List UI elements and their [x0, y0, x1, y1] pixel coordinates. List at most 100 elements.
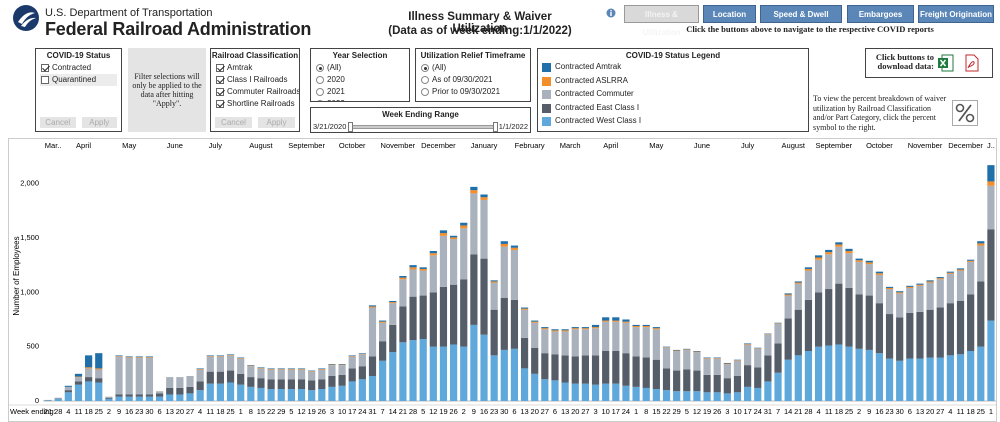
filter-option[interactable]: 2022	[315, 98, 405, 101]
filter-option[interactable]: Prior to 09/30/2021	[420, 86, 526, 98]
radio[interactable]	[316, 76, 324, 84]
x-tick-label: 24	[358, 407, 366, 416]
filter-option[interactable]: (All)	[315, 62, 405, 74]
bar-segment	[379, 322, 387, 342]
bar-segment	[683, 349, 691, 350]
legend-item: Contracted East Class I	[542, 103, 639, 113]
bar-segment	[784, 294, 792, 296]
bar-segment	[460, 279, 468, 347]
bar-segment	[520, 308, 529, 310]
bar-segment	[145, 394, 154, 397]
filter-option[interactable]: Commuter Railroads	[215, 86, 299, 98]
bar-segment	[358, 353, 366, 354]
x-tick-label: 1	[634, 407, 638, 416]
checkbox[interactable]	[216, 76, 224, 84]
agency-line1: U.S. Department of Transportation	[45, 7, 213, 19]
filter-option[interactable]: Shortline Railroads	[215, 98, 295, 110]
filter-option[interactable]: 2021	[315, 86, 405, 98]
bar-segment	[906, 358, 914, 401]
bar-segment	[875, 353, 884, 401]
bar-segment	[460, 225, 468, 229]
bar-segment	[814, 257, 823, 260]
bar-segment	[865, 262, 873, 265]
bar-segment	[64, 392, 72, 401]
bar-segment	[764, 334, 772, 356]
filter-option[interactable]: 2020	[315, 74, 405, 86]
bar-segment	[602, 351, 610, 384]
bar-segment	[946, 355, 954, 401]
bar-segment	[379, 360, 387, 401]
bar-segment	[693, 352, 701, 371]
bar-segment	[936, 279, 944, 308]
bar-segment	[936, 307, 944, 358]
radio[interactable]	[421, 64, 429, 72]
checkbox[interactable]	[216, 64, 224, 72]
checkbox[interactable]	[41, 64, 49, 72]
bar-segment	[206, 356, 214, 372]
x-tick-label: 11	[957, 407, 965, 416]
excel-icon[interactable]	[938, 54, 954, 72]
bar-segment	[226, 382, 235, 401]
filter-option[interactable]: As of 09/30/2021	[420, 74, 526, 86]
filter-option[interactable]: Amtrak	[215, 62, 295, 74]
bar-segment	[551, 330, 559, 332]
nav-button[interactable]: Location	[703, 5, 756, 23]
nav-button[interactable]: Freight Origination	[918, 5, 994, 23]
bar-segment	[490, 280, 498, 282]
month-label: September	[288, 141, 325, 150]
bar-segment	[368, 307, 377, 357]
x-tick-label: 5	[421, 407, 425, 416]
bar-segment	[338, 374, 346, 386]
filter-option[interactable]: Class I Railroads	[215, 74, 295, 86]
bar-segment	[368, 305, 377, 307]
filter-button[interactable]: Apply	[258, 117, 295, 128]
range-handle[interactable]	[348, 122, 353, 132]
bar-segment	[622, 319, 630, 322]
bar-segment	[105, 397, 113, 399]
radio[interactable]	[316, 64, 324, 72]
bar-segment	[54, 398, 62, 401]
nav-button[interactable]: Embargoes	[847, 5, 914, 23]
bar-segment	[510, 245, 519, 248]
percent-icon[interactable]	[952, 100, 978, 126]
bar-segment	[906, 287, 914, 313]
filter-button[interactable]: Cancel	[215, 117, 252, 128]
bar-segment	[115, 355, 123, 357]
radio[interactable]	[421, 76, 429, 84]
radio[interactable]	[421, 88, 429, 96]
bar-segment	[541, 379, 549, 401]
bar-segment	[470, 193, 478, 255]
x-tick-label: 13	[916, 407, 924, 416]
checkbox[interactable]	[216, 88, 224, 96]
bar-segment	[662, 390, 671, 401]
radio[interactable]	[316, 88, 324, 96]
bar-segment	[439, 286, 448, 347]
x-tick-label: 1	[239, 407, 243, 416]
legend-label: Contracted ASLRRA	[555, 75, 628, 85]
filter-option[interactable]: (All)	[420, 62, 526, 74]
filter-button[interactable]: Apply	[81, 117, 117, 128]
pdf-icon[interactable]	[964, 54, 980, 72]
bar-segment	[723, 362, 731, 364]
radio[interactable]	[316, 100, 324, 101]
bar-segment	[956, 270, 965, 301]
x-tick-label: 5	[685, 407, 689, 416]
bar-segment	[419, 268, 427, 271]
bar-segment	[733, 359, 742, 361]
nav-button[interactable]: Illness & Utilization	[624, 5, 699, 37]
filter-button[interactable]: Cancel	[40, 117, 76, 128]
bar-segment	[379, 320, 387, 322]
checkbox[interactable]	[216, 100, 224, 108]
info-icon[interactable]	[606, 8, 616, 18]
bar-segment	[531, 322, 539, 348]
filter-panel: Week Ending Range 3/21/2020 1/1/2022	[310, 107, 531, 133]
bar-segment	[510, 249, 519, 300]
bar-segment	[399, 306, 407, 343]
bar-segment	[723, 363, 731, 365]
range-handle[interactable]	[493, 122, 498, 132]
nav-button[interactable]: Speed & Dwell	[760, 5, 842, 23]
filter-option[interactable]: Contracted	[40, 62, 117, 74]
checkbox[interactable]	[41, 76, 49, 84]
bar-segment	[419, 270, 427, 296]
filter-option[interactable]: Quarantined	[40, 74, 117, 86]
